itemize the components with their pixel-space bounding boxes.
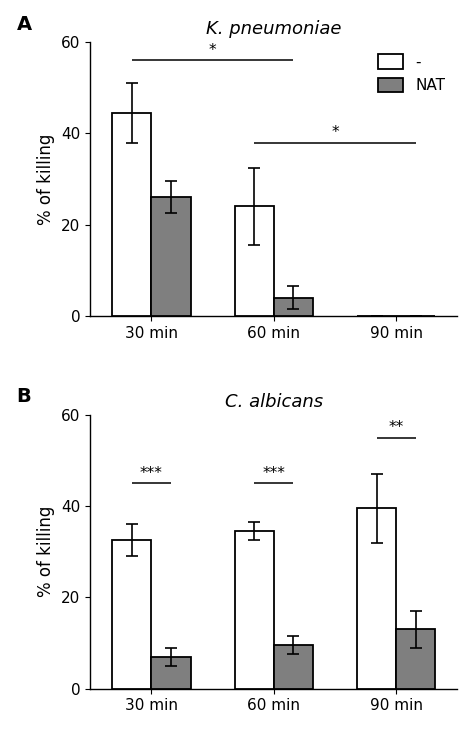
Bar (112, 540, 151, 688)
Bar (357, 508, 396, 688)
Text: ***: *** (262, 466, 285, 480)
Bar (235, 531, 274, 688)
Text: **: ** (389, 420, 404, 435)
Text: *: * (209, 43, 216, 58)
Bar (235, 207, 274, 316)
Title: K. pneumoniae: K. pneumoniae (206, 20, 341, 38)
Y-axis label: % of killing: % of killing (37, 506, 55, 597)
Y-axis label: % of killing: % of killing (37, 134, 55, 225)
Bar (274, 645, 313, 688)
Bar (274, 298, 313, 316)
Bar (151, 197, 191, 316)
Bar (396, 629, 435, 688)
Text: ***: *** (140, 466, 163, 480)
Legend: -, NAT: -, NAT (374, 50, 450, 98)
Text: *: * (331, 125, 339, 140)
Text: A: A (17, 15, 32, 34)
Title: C. albicans: C. albicans (225, 393, 323, 410)
Bar (151, 657, 191, 688)
Bar (112, 113, 151, 316)
Text: B: B (17, 388, 31, 407)
